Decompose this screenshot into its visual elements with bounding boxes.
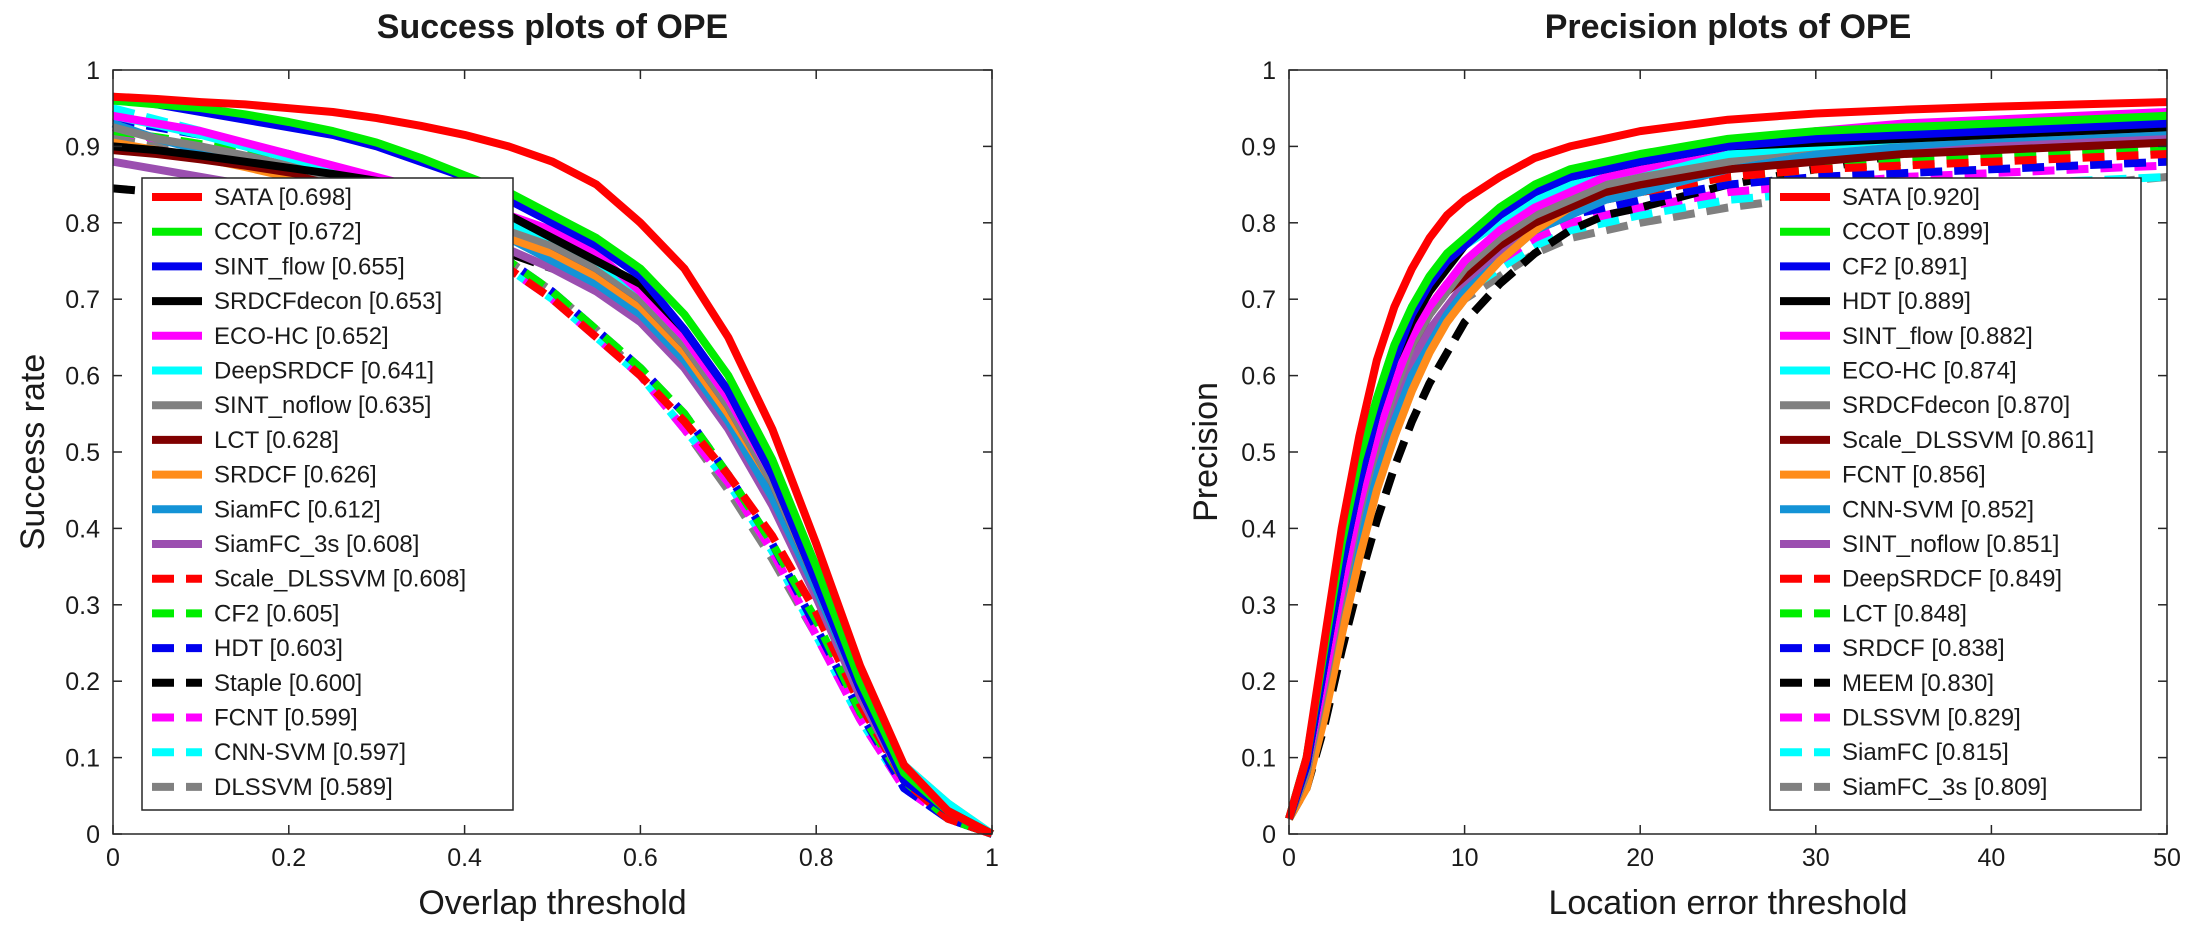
success-ytick-label: 0.9 [65,133,100,161]
precision-legend-label-sint-flow: SINT_flow [0.882] [1842,323,2033,350]
precision-legend-label-siamfc: SiamFC [0.815] [1842,739,2009,766]
success-ytick-label: 0.4 [65,515,100,543]
precision-xtick-label: 30 [1802,844,1830,872]
precision-legend-label-deepsrdcf: DeepSRDCF [0.849] [1842,566,2062,593]
precision-legend-label-hdt: HDT [0.889] [1842,288,1971,315]
success-ytick-label: 1 [86,57,100,85]
precision-ytick-label: 0.5 [1241,439,1276,467]
success-line-sata [112,92,994,838]
precision-chart-title: Precision plots of OPE [1545,8,1912,46]
precision-xtick-label: 40 [1977,844,2005,872]
success-legend-label-eco-hc: ECO-HC [0.652] [214,323,389,350]
precision-legend-label-sata: SATA [0.920] [1842,184,1980,211]
precision-line-sata [1285,98,2168,820]
success-legend: SATA [0.698] CCOT [0.672] SINT_flow [0.655… [141,177,514,811]
precision-xtick-label: 20 [1626,844,1654,872]
precision-ytick-label: 0.8 [1241,210,1276,238]
precision-line-cf2 [1285,119,2168,820]
precision-legend-label-cf2: CF2 [0.891] [1842,253,1967,280]
precision-legend-label-cnn-svm: CNN-SVM [0.852] [1842,496,2034,523]
precision-legend-label-srdcf: SRDCF [0.838] [1842,635,2005,662]
success-legend-label-lct: LCT [0.628] [214,427,339,454]
success-legend-label-siamfc-3s: SiamFC_3s [0.608] [214,531,419,558]
success-ytick-label: 0.1 [65,745,100,773]
precision-chart: 0 10 20 30 40 50 0 0.1 0.2 0.3 0.4 0.5 0.6 0.7 0.8 0.9 1… [1187,8,2181,922]
success-legend-label-scale-dlssvm: Scale_DLSSVM [0.608] [214,566,466,593]
precision-legend-label-fcnt: FCNT [0.856] [1842,462,1986,489]
success-legend-label-sint-flow: SINT_flow [0.655] [214,253,405,280]
success-legend-label-staple: Staple [0.600] [214,670,362,697]
success-legend-label-dlssvm: DLSSVM [0.589] [214,774,393,801]
precision-legend-label-lct: LCT [0.848] [1842,600,1967,627]
precision-ytick-label: 0.3 [1241,592,1276,620]
precision-ytick-label: 0.2 [1241,668,1276,696]
precision-ytick-label: 0.4 [1241,515,1276,543]
success-xtick-label: 0 [106,844,120,872]
success-legend-label-cnn-svm: CNN-SVM [0.597] [214,739,406,766]
success-legend-label-cf2: CF2 [0.605] [214,600,339,627]
precision-legend-box [1769,177,2142,811]
success-legend-label-deepsrdcf: DeepSRDCF [0.641] [214,358,434,385]
success-ytick-label: 0.7 [65,286,100,314]
precision-ytick-label: 0.1 [1241,745,1276,773]
success-xtick-label: 0.8 [799,844,834,872]
success-legend-label-sata: SATA [0.698] [214,184,352,211]
precision-ytick-label: 0.7 [1241,286,1276,314]
success-xtick-label: 0.2 [271,844,306,872]
precision-ytick-label: 0.6 [1241,363,1276,391]
precision-xtick-label: 10 [1451,844,1479,872]
success-chart-title: Success plots of OPE [377,8,728,46]
success-line-ccot [112,96,994,838]
precision-legend-label-sint-noflow: SINT_noflow [0.851] [1842,531,2059,558]
success-legend-label-srdcfdecon: SRDCFdecon [0.653] [214,288,442,315]
precision-legend-label-srdcfdecon: SRDCFdecon [0.870] [1842,392,2070,419]
precision-x-axis-label: Location error threshold [1548,884,1907,922]
precision-legend-label-ccot: CCOT [0.899] [1842,219,1990,246]
success-legend-label-srdcf: SRDCF [0.626] [214,462,377,489]
success-y-axis-label: Success rate [14,354,52,551]
precision-line-deepsrdcf [1285,150,2168,820]
precision-legend-label-scale-dlssvm: Scale_DLSSVM [0.861] [1842,427,2094,454]
success-legend-box [141,177,514,811]
precision-ytick-label: 0 [1262,821,1276,849]
success-xtick-label: 0.4 [447,844,482,872]
precision-legend-label-meem: MEEM [0.830] [1842,670,1994,697]
precision-legend: SATA [0.920] CCOT [0.899] CF2 [0.891] HDT [… [1769,177,2142,811]
success-ytick-label: 0 [86,821,100,849]
precision-xtick-label: 50 [2153,844,2181,872]
success-xtick-label: 0.6 [623,844,658,872]
success-legend-label-siamfc: SiamFC [0.612] [214,496,381,523]
success-ytick-label: 0.3 [65,592,100,620]
success-ytick-label: 0.2 [65,668,100,696]
precision-ytick-label: 0.9 [1241,133,1276,161]
success-legend-label-sint-noflow: SINT_noflow [0.635] [214,392,431,419]
success-ytick-label: 0.6 [65,363,100,391]
precision-xtick-label: 0 [1282,844,1296,872]
precision-legend-label-eco-hc: ECO-HC [0.874] [1842,358,2017,385]
success-chart: 0 0.2 0.4 0.6 0.8 1 0 0.1 0.2 0.3 0.4 0.5 0.6 0.7 0.8 0… [14,8,999,922]
success-ytick-label: 0.5 [65,439,100,467]
precision-legend-label-siamfc-3s: SiamFC_3s [0.809] [1842,774,2047,801]
success-legend-label-fcnt: FCNT [0.599] [214,705,358,732]
success-series-group [111,92,995,838]
success-x-axis-label: Overlap threshold [418,884,686,922]
precision-ytick-label: 1 [1262,57,1276,85]
precision-legend-label-dlssvm: DLSSVM [0.829] [1842,705,2021,732]
success-legend-label-hdt: HDT [0.603] [214,635,343,662]
success-ytick-label: 0.8 [65,210,100,238]
precision-y-axis-label: Precision [1187,382,1225,522]
success-xtick-label: 1 [985,844,999,872]
success-legend-label-ccot: CCOT [0.672] [214,219,362,246]
